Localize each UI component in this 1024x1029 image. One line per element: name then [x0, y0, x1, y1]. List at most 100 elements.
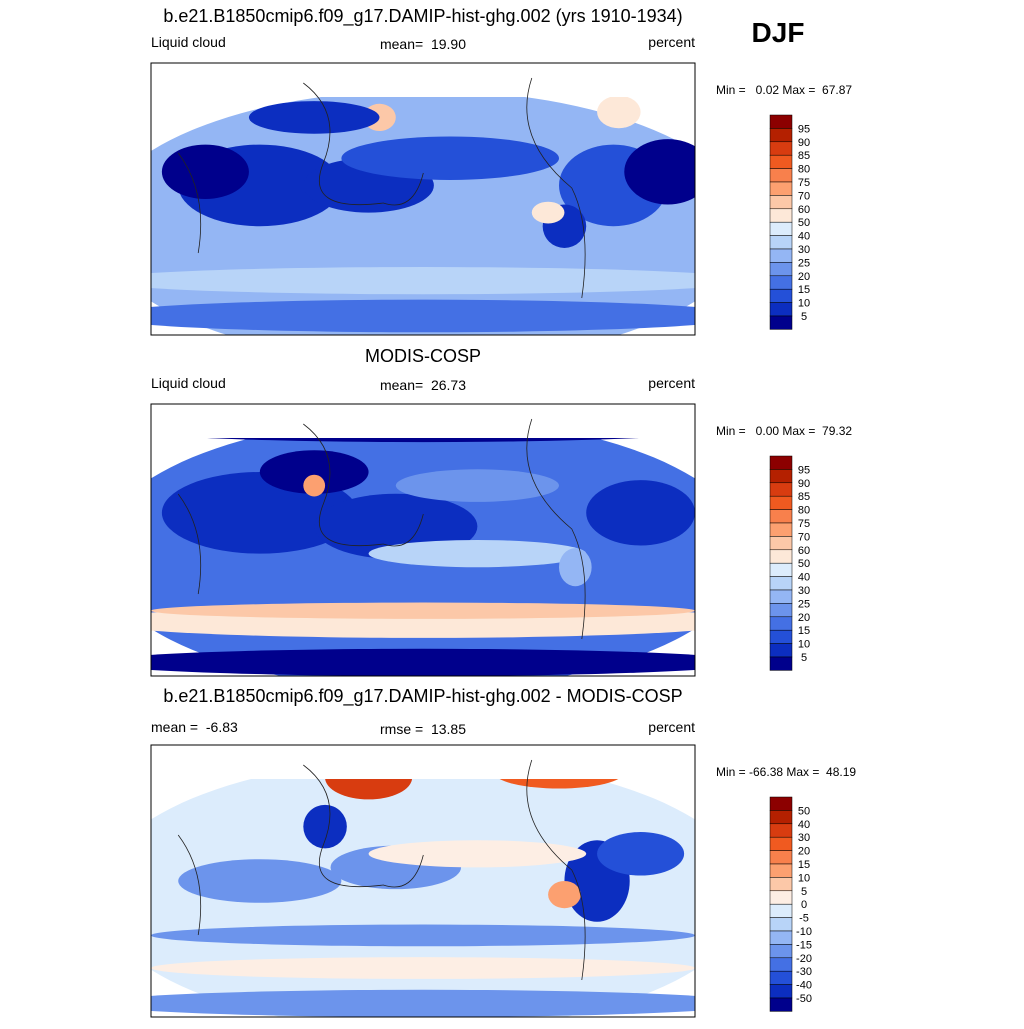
colorbar-label: 20	[798, 612, 810, 624]
colorbar-box	[769, 248, 793, 263]
field-region	[151, 299, 695, 333]
field-region	[597, 97, 641, 129]
min-max: Min = -66.38 Max = 48.19	[716, 765, 856, 779]
colorbar-box	[769, 603, 793, 618]
colorbar-label: 85	[798, 491, 810, 503]
colorbar-box	[769, 823, 793, 838]
colorbar-box	[769, 154, 793, 169]
colorbar-box	[769, 114, 793, 129]
field-region	[586, 480, 695, 546]
season-label: DJF	[752, 17, 805, 48]
colorbar-label: 30	[798, 244, 810, 256]
center-label: rmse = 13.85	[380, 721, 466, 737]
colorbar-label: 75	[798, 177, 810, 189]
coastline	[177, 77, 586, 299]
field-region	[151, 989, 695, 1017]
colorbar-label: 80	[798, 164, 810, 176]
colorbar-box	[769, 302, 793, 317]
colorbar-label: 60	[798, 545, 810, 557]
colorbar-box	[769, 957, 793, 972]
field-region	[548, 881, 581, 909]
field-region	[151, 602, 695, 619]
colorbar-box	[769, 643, 793, 658]
field-region	[325, 779, 413, 800]
colorbar-box	[769, 589, 793, 604]
field-region	[395, 469, 559, 502]
colorbar-label: 30	[798, 585, 810, 597]
colorbar-label: 50	[798, 805, 810, 817]
colorbar-box	[769, 509, 793, 524]
colorbar-box	[769, 208, 793, 223]
field-region	[151, 924, 695, 947]
left-label: Liquid cloud	[151, 34, 226, 50]
map-frame	[150, 62, 696, 336]
field-region	[248, 101, 380, 134]
colorbar-label: -40	[796, 980, 812, 992]
colorbar-box	[769, 141, 793, 156]
map-field	[124, 748, 722, 1017]
colorbar-label: 5	[801, 886, 807, 898]
colorbar-box	[769, 549, 793, 564]
colorbar-box	[769, 221, 793, 236]
panel-title: MODIS-COSP	[365, 346, 481, 366]
colorbar-label: 40	[798, 819, 810, 831]
colorbar-box	[769, 195, 793, 210]
colorbar-box	[769, 656, 793, 671]
right-label: percent	[648, 34, 695, 50]
field-region	[559, 548, 592, 587]
colorbar-box	[769, 562, 793, 577]
colorbar-box	[769, 235, 793, 250]
colorbar-label: 10	[798, 872, 810, 884]
colorbar-label: 85	[798, 150, 810, 162]
colorbar-label: 15	[798, 625, 810, 637]
panel-title: b.e21.B1850cmip6.f09_g17.DAMIP-hist-ghg.…	[163, 6, 682, 27]
colorbar-label: 70	[798, 531, 810, 543]
colorbar-box	[769, 877, 793, 892]
colorbar-box	[769, 181, 793, 196]
colorbar-label: -5	[799, 913, 809, 925]
field-region	[151, 648, 695, 676]
colorbar-box	[769, 315, 793, 330]
field-region	[303, 474, 326, 497]
field-region	[124, 748, 722, 775]
colorbar-label: 30	[798, 832, 810, 844]
colorbar-box	[769, 128, 793, 143]
field-region	[151, 957, 695, 979]
colorbar-box	[769, 863, 793, 878]
colorbar-box	[769, 890, 793, 905]
colorbar-box	[769, 262, 793, 277]
colorbar-label: 40	[798, 572, 810, 584]
min-max: Min = 0.00 Max = 79.32	[716, 424, 852, 438]
colorbar-box	[769, 836, 793, 851]
colorbar-label: 90	[798, 137, 810, 149]
colorbar-label: -10	[796, 926, 812, 938]
colorbar-label: -50	[796, 993, 812, 1005]
left-label: mean = -6.83	[151, 719, 238, 735]
colorbar-box	[769, 997, 793, 1012]
map-frame	[150, 403, 696, 677]
field-region	[151, 267, 695, 295]
colorbar-label: 25	[798, 598, 810, 610]
colorbar-label: -15	[796, 939, 812, 951]
field-region	[341, 136, 559, 180]
field-region	[499, 779, 619, 789]
center-label: mean= 19.90	[380, 36, 466, 52]
colorbar-box	[769, 917, 793, 932]
colorbar-label: 40	[798, 231, 810, 243]
colorbar-label: 5	[801, 311, 807, 323]
colorbar-label: 60	[798, 204, 810, 216]
colorbar-box	[769, 482, 793, 497]
colorbar-box	[769, 168, 793, 183]
colorbar-box	[769, 930, 793, 945]
colorbar-label: 20	[798, 271, 810, 283]
colorbar-box	[769, 576, 793, 591]
colorbar-label: 15	[798, 859, 810, 871]
coastline	[177, 759, 586, 981]
left-label: Liquid cloud	[151, 375, 226, 391]
colorbar-label: 75	[798, 518, 810, 530]
map-frame	[150, 744, 696, 1018]
center-label: mean= 26.73	[380, 377, 466, 393]
colorbar-box	[769, 288, 793, 303]
colorbar-box	[769, 495, 793, 510]
